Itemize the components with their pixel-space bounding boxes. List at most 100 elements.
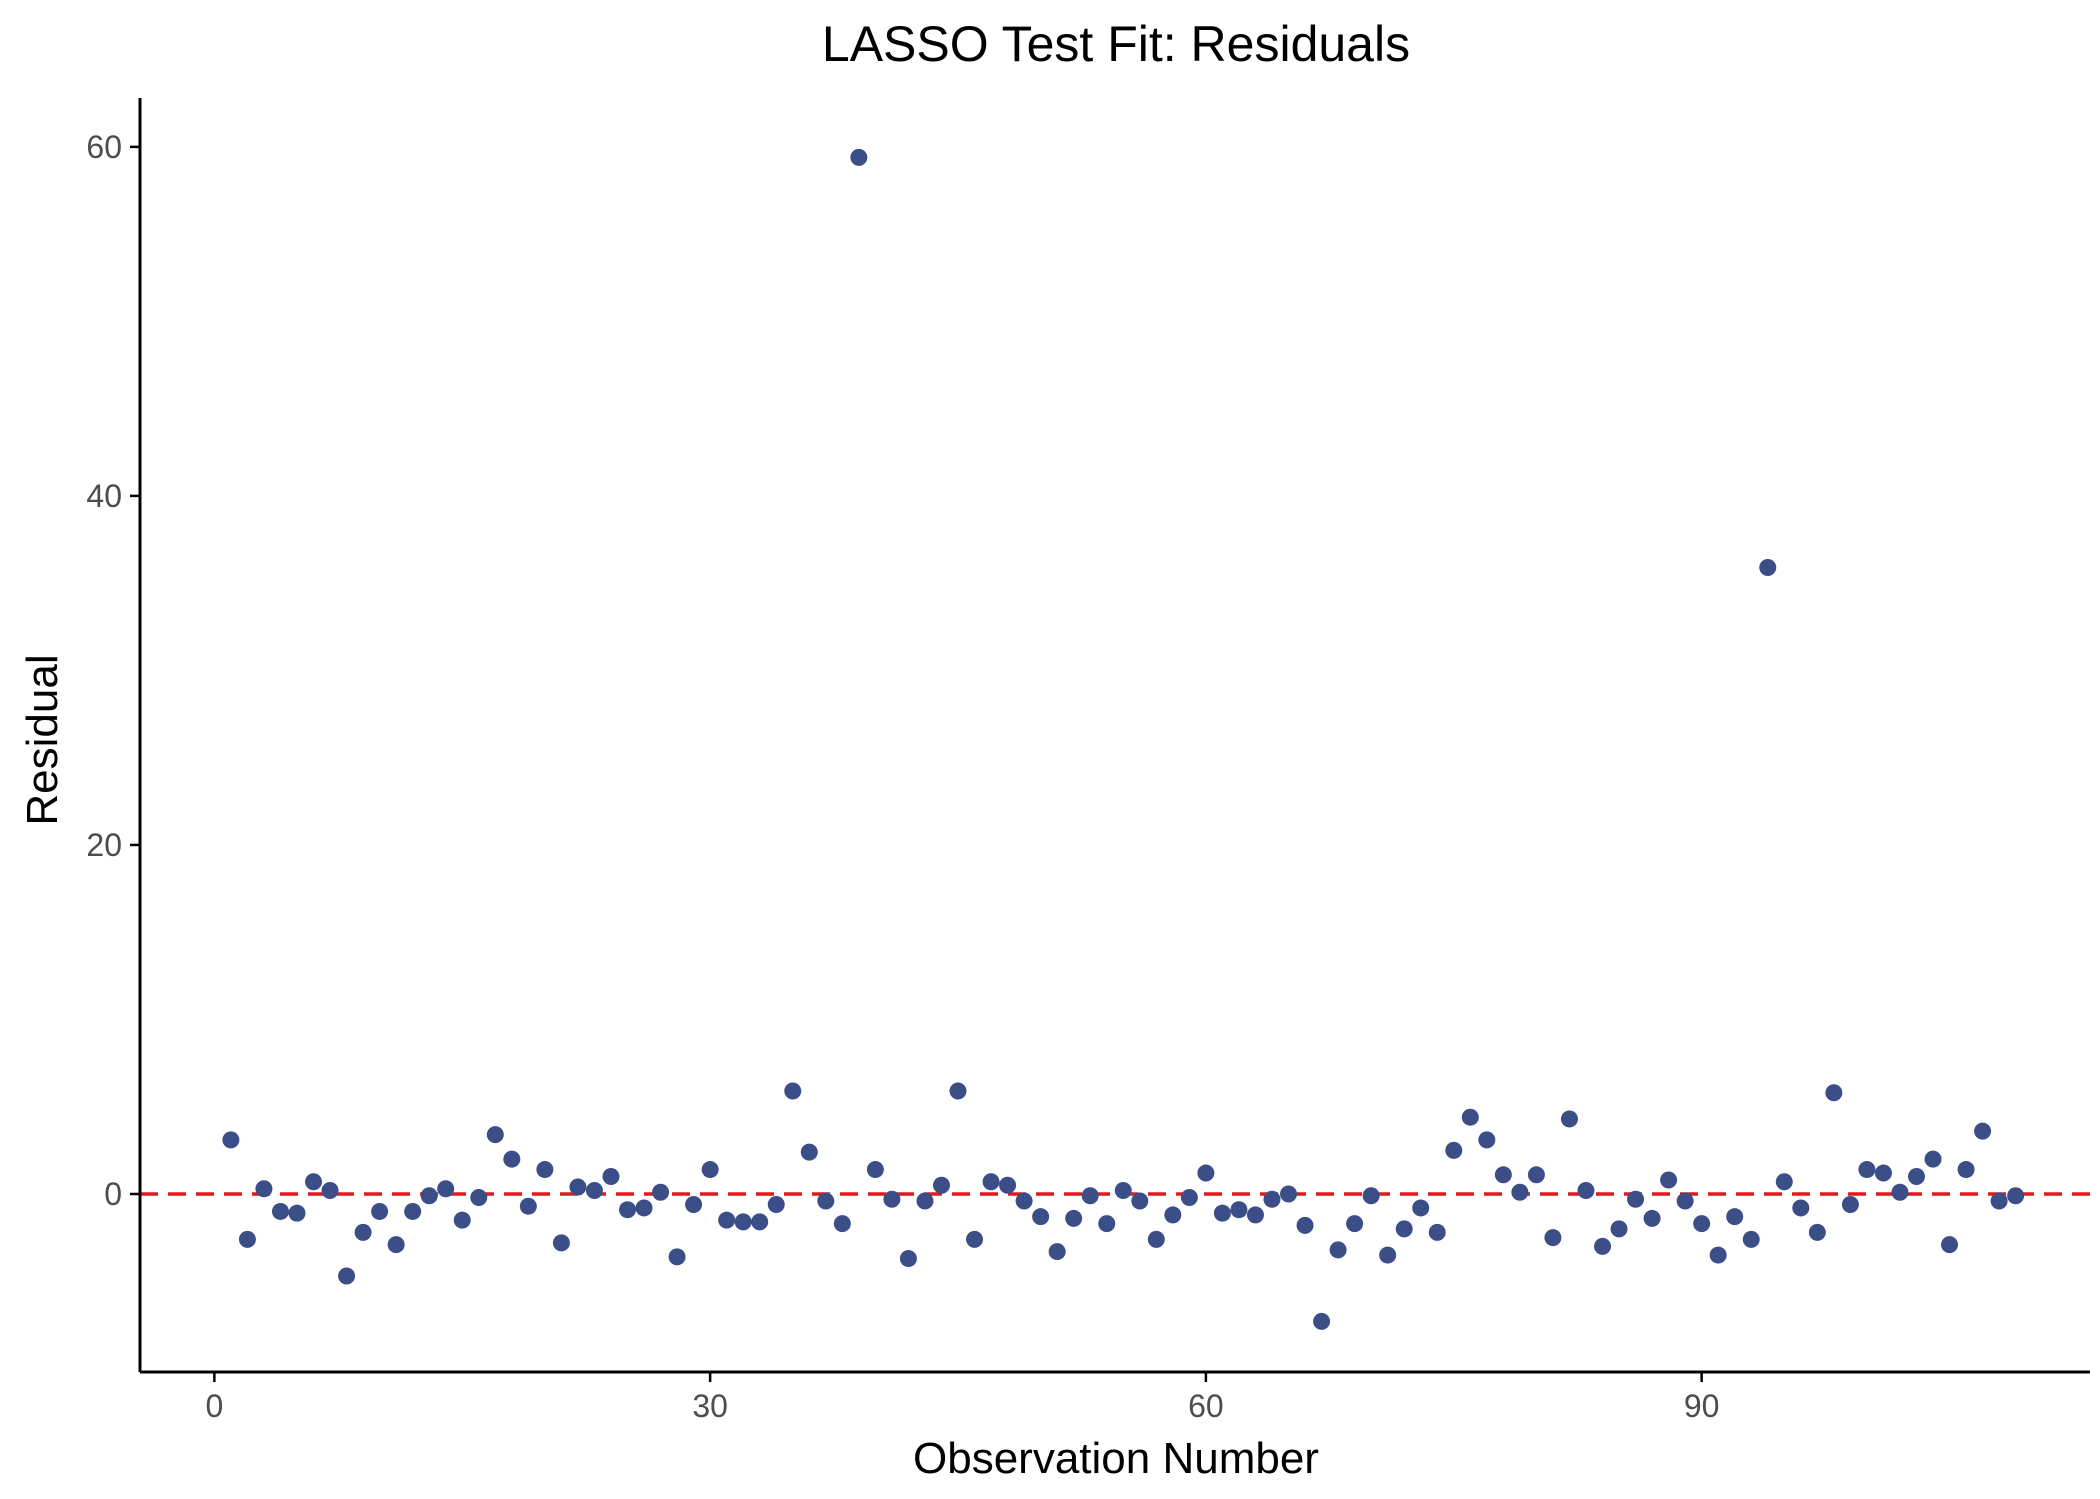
y-tick-label: 40 — [86, 478, 122, 514]
data-point — [437, 1180, 455, 1198]
data-point — [1230, 1201, 1248, 1219]
data-point — [949, 1082, 967, 1100]
data-point — [1808, 1223, 1826, 1241]
data-point — [536, 1161, 554, 1179]
data-point — [1147, 1230, 1165, 1248]
data-point — [486, 1126, 504, 1144]
data-point — [602, 1168, 620, 1186]
data-point — [701, 1161, 719, 1179]
data-point — [718, 1211, 736, 1229]
y-tick-label: 60 — [86, 129, 122, 165]
x-tick-label: 90 — [1684, 1388, 1720, 1424]
y-tick-label: 0 — [104, 1176, 122, 1212]
data-point — [305, 1173, 323, 1191]
data-point — [817, 1192, 835, 1210]
data-point — [1792, 1199, 1810, 1217]
data-point — [751, 1213, 769, 1231]
data-point — [1775, 1173, 1793, 1191]
data-point — [635, 1199, 653, 1217]
data-point — [1660, 1171, 1678, 1189]
y-axis-title: Residual — [18, 654, 67, 825]
data-point — [1957, 1161, 1975, 1179]
data-point — [866, 1161, 884, 1179]
data-point — [685, 1195, 703, 1213]
data-point — [1428, 1223, 1446, 1241]
data-point — [453, 1211, 471, 1229]
data-point — [1313, 1312, 1331, 1330]
data-point — [1180, 1188, 1198, 1206]
data-point — [1610, 1220, 1628, 1238]
data-point — [585, 1181, 603, 1199]
data-point — [999, 1176, 1017, 1194]
data-point — [404, 1202, 422, 1220]
data-point — [1362, 1187, 1380, 1205]
data-point — [1329, 1241, 1347, 1259]
data-point — [1709, 1246, 1727, 1264]
data-point — [1990, 1192, 2008, 1210]
data-point — [2007, 1187, 2025, 1205]
data-point — [387, 1236, 405, 1254]
data-point — [1280, 1185, 1298, 1203]
data-point — [734, 1213, 752, 1231]
data-point — [850, 148, 868, 166]
data-point — [1494, 1166, 1512, 1184]
data-point — [1643, 1209, 1661, 1227]
data-point — [1924, 1150, 1942, 1168]
x-tick-label: 30 — [692, 1388, 728, 1424]
data-point — [1941, 1236, 1959, 1254]
data-point — [800, 1143, 818, 1161]
data-point — [1858, 1161, 1876, 1179]
x-tick-label: 0 — [205, 1388, 223, 1424]
data-point — [1676, 1192, 1694, 1210]
data-point — [1246, 1206, 1264, 1224]
data-point — [1131, 1192, 1149, 1210]
data-point — [519, 1197, 537, 1215]
data-point — [1445, 1141, 1463, 1159]
data-point — [899, 1250, 917, 1268]
data-point — [1048, 1243, 1066, 1261]
data-point — [371, 1202, 389, 1220]
points-layer — [222, 148, 2025, 1330]
data-point — [552, 1234, 570, 1252]
data-point — [652, 1183, 670, 1201]
data-point — [619, 1201, 636, 1219]
data-point — [338, 1267, 356, 1285]
data-point — [1841, 1195, 1859, 1213]
x-axis-title: Observation Number — [913, 1434, 1319, 1483]
data-point — [1346, 1215, 1364, 1233]
data-point — [916, 1192, 934, 1210]
data-point — [1197, 1164, 1215, 1182]
data-point — [1874, 1164, 1892, 1182]
data-point — [1511, 1183, 1529, 1201]
data-point — [1577, 1181, 1595, 1199]
data-point — [1726, 1208, 1744, 1226]
data-point — [1478, 1131, 1496, 1149]
data-point — [1296, 1216, 1314, 1234]
data-point — [1907, 1168, 1925, 1186]
data-point — [966, 1230, 984, 1248]
data-point — [470, 1188, 488, 1206]
data-point — [883, 1190, 901, 1208]
data-point — [767, 1195, 785, 1213]
data-point — [1081, 1187, 1099, 1205]
data-point — [1974, 1122, 1992, 1140]
data-point — [1594, 1237, 1611, 1255]
data-point — [271, 1202, 289, 1220]
data-point — [1015, 1192, 1033, 1210]
data-point — [255, 1180, 273, 1198]
data-point — [1825, 1084, 1843, 1102]
data-point — [503, 1150, 521, 1168]
data-point — [1527, 1166, 1545, 1184]
data-point — [1395, 1220, 1413, 1238]
data-point — [321, 1181, 339, 1199]
data-point — [1164, 1206, 1182, 1224]
data-point — [1098, 1215, 1116, 1233]
data-point — [1891, 1183, 1909, 1201]
data-point — [1693, 1215, 1711, 1233]
data-point — [784, 1082, 802, 1100]
y-tick-label: 20 — [86, 827, 122, 863]
data-point — [1213, 1204, 1231, 1222]
data-point — [1759, 558, 1777, 576]
data-point — [288, 1204, 306, 1222]
